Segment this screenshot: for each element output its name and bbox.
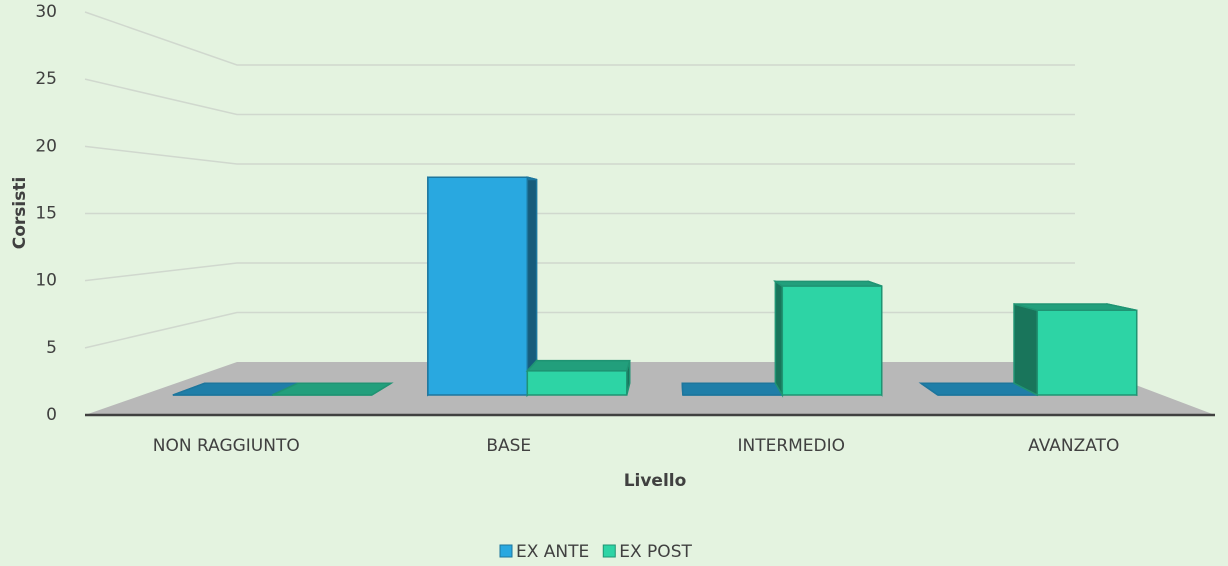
floor — [85, 362, 1215, 415]
y-tick-label: 0 — [46, 405, 57, 425]
bar-top — [681, 382, 784, 396]
y-tick-label: 15 — [35, 204, 57, 224]
bar — [1013, 303, 1138, 397]
x-tick-label: NON RAGGIUNTO — [153, 436, 300, 456]
legend-label: EX ANTE — [516, 542, 589, 562]
y-tick-label: 20 — [35, 136, 57, 156]
bar — [427, 176, 538, 398]
grid-line — [84, 78, 1075, 116]
grid-line — [84, 262, 1075, 282]
y-axis-title: Corsisti — [10, 177, 30, 250]
legend-swatch — [602, 544, 616, 558]
bar-front — [781, 285, 883, 396]
y-tick-label: 30 — [35, 2, 57, 22]
bar — [772, 279, 883, 398]
y-tick-label: 10 — [35, 271, 57, 291]
bar — [681, 382, 784, 396]
y-tick-label: 5 — [46, 338, 57, 358]
bar — [272, 382, 394, 396]
bar — [525, 358, 631, 398]
y-tick-label: 25 — [35, 69, 57, 89]
x-tick-label: BASE — [486, 436, 531, 456]
grid-line — [84, 145, 1075, 165]
bar-side — [1013, 303, 1039, 397]
legend-label: EX POST — [619, 542, 692, 562]
x-tick-label: AVANZATO — [1028, 436, 1119, 456]
bar-side — [774, 279, 784, 398]
x-axis-title: Livello — [624, 471, 687, 491]
bar-front — [526, 370, 628, 396]
bar-top — [525, 359, 631, 372]
x-tick-label: INTERMEDIO — [737, 436, 845, 456]
legend-swatch — [499, 544, 513, 558]
grid-line — [84, 11, 1075, 66]
bar-front — [427, 176, 529, 396]
bar-front — [1036, 309, 1138, 396]
